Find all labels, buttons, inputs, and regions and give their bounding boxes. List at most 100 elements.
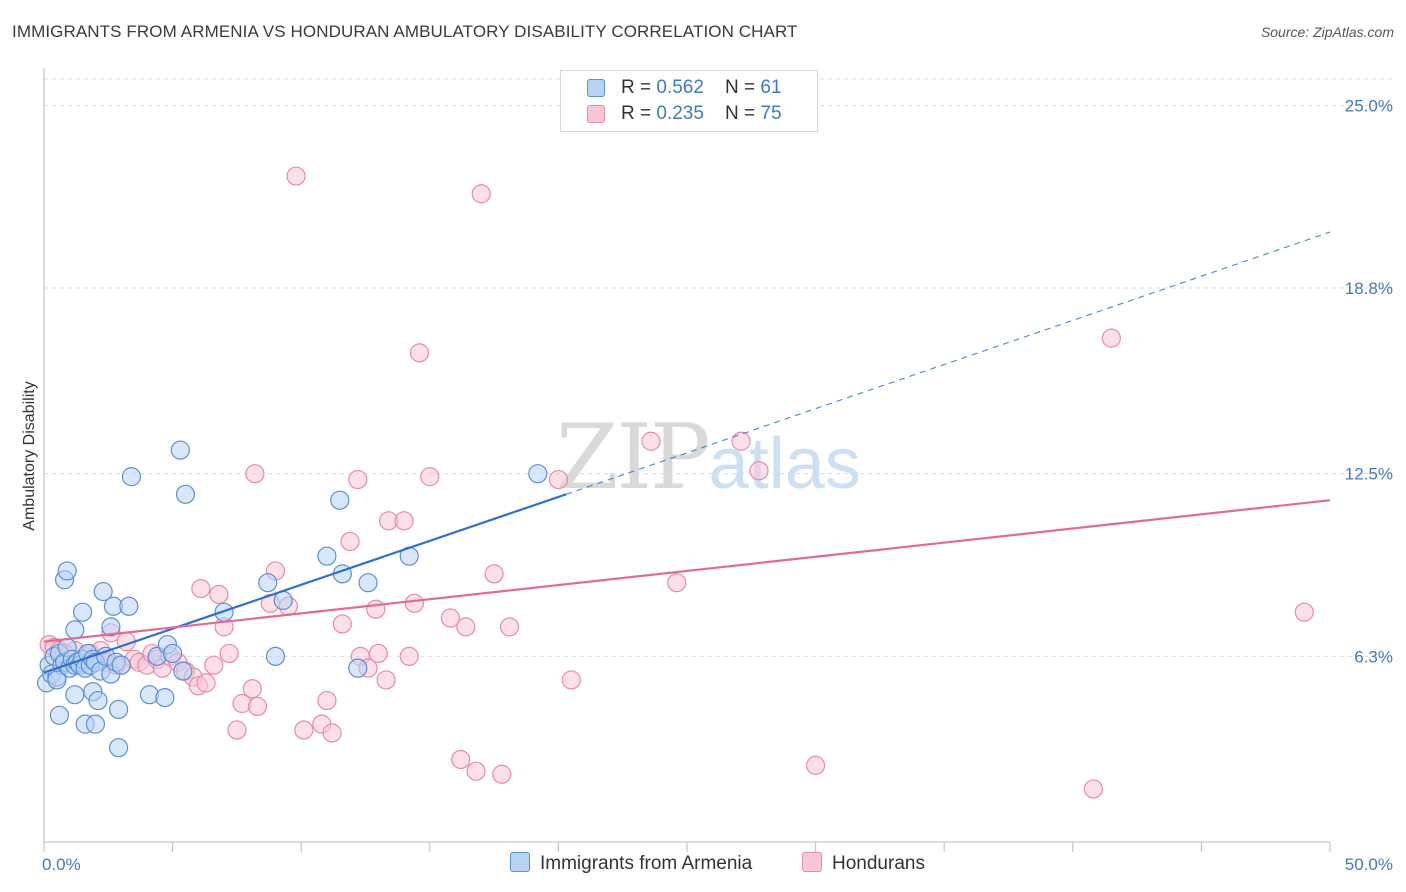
- point-hondurans: [204, 655, 224, 675]
- point-hondurans: [376, 670, 396, 690]
- point-hondurans: [317, 690, 337, 711]
- point-armenia: [108, 738, 129, 758]
- point-hondurans: [641, 431, 661, 451]
- legend-n-label: N =: [725, 103, 761, 124]
- point-armenia: [57, 561, 77, 581]
- correlation-legend: R = 0.562 N = 61 R = 0.235 N = 75: [560, 70, 818, 132]
- point-hondurans: [191, 578, 211, 599]
- point-armenia: [65, 620, 85, 640]
- point-hondurans: [340, 531, 360, 552]
- legend-r-label: R =: [621, 103, 657, 124]
- point-hondurans: [731, 431, 751, 451]
- y-tick-label: 18.8%: [1345, 279, 1393, 298]
- legend-swatch-hondurans: [587, 105, 605, 123]
- point-hondurans: [471, 184, 491, 204]
- point-hondurans: [499, 617, 520, 637]
- legend-swatch-armenia: [587, 79, 605, 97]
- x-tick-label: 50.0%: [1345, 855, 1393, 874]
- point-armenia: [111, 655, 131, 675]
- point-armenia: [88, 690, 108, 711]
- point-armenia: [72, 602, 93, 622]
- point-hondurans: [466, 761, 486, 781]
- point-armenia: [258, 573, 278, 593]
- point-armenia: [119, 596, 139, 616]
- bottom-legend-armenia: Immigrants from Armenia: [510, 852, 752, 875]
- point-armenia: [93, 581, 113, 602]
- point-hondurans: [242, 679, 262, 699]
- trend-line-hondurans: [43, 499, 1331, 643]
- point-hondurans: [561, 670, 581, 690]
- bottom-legend-label-hondurans: Hondurans: [832, 853, 925, 874]
- point-hondurans: [492, 764, 512, 784]
- point-hondurans: [399, 646, 419, 666]
- point-armenia: [170, 440, 190, 460]
- x-tick-label: 0.0%: [42, 855, 81, 874]
- point-hondurans: [227, 720, 247, 740]
- point-hondurans: [667, 573, 687, 593]
- point-hondurans: [451, 749, 471, 770]
- source-label: Source: ZipAtlas.com: [1260, 24, 1394, 40]
- point-hondurans: [196, 673, 216, 693]
- point-hondurans: [209, 584, 229, 605]
- y-tick-label: 6.3%: [1354, 647, 1393, 666]
- bottom-legend-swatch-hondurans: [802, 852, 822, 872]
- point-armenia: [317, 546, 337, 566]
- point-hondurans: [332, 614, 352, 634]
- point-armenia: [163, 643, 183, 664]
- point-hondurans: [368, 643, 388, 664]
- point-hondurans: [456, 617, 476, 637]
- point-hondurans: [1101, 328, 1121, 348]
- legend-r-label: R =: [621, 77, 657, 98]
- point-hondurans: [294, 720, 314, 740]
- y-axis-label: Ambulatory Disability: [21, 381, 38, 530]
- legend-n-label: N =: [725, 77, 761, 98]
- point-armenia: [348, 658, 368, 678]
- point-armenia: [528, 464, 548, 484]
- point-hondurans: [805, 755, 826, 775]
- point-armenia: [265, 646, 286, 666]
- point-hondurans: [420, 467, 440, 487]
- point-armenia: [155, 688, 175, 708]
- y-tick-label: 25.0%: [1345, 96, 1393, 115]
- point-armenia: [108, 699, 129, 720]
- trend-line-extension-armenia: [565, 231, 1331, 495]
- legend-r-value: 0.235: [656, 103, 704, 124]
- point-hondurans: [548, 469, 569, 490]
- point-hondurans: [409, 343, 430, 363]
- point-armenia: [47, 670, 67, 690]
- point-armenia: [49, 705, 70, 725]
- point-hondurans: [348, 469, 368, 490]
- legend-r-value: 0.562: [656, 77, 704, 98]
- point-hondurans: [440, 608, 460, 628]
- bottom-legend-hondurans: Hondurans: [802, 852, 925, 875]
- point-hondurans: [394, 511, 414, 531]
- point-armenia: [101, 617, 121, 637]
- point-armenia: [330, 490, 350, 510]
- chart-title: IMMIGRANTS FROM ARMENIA VS HONDURAN AMBU…: [12, 22, 798, 41]
- point-hondurans: [247, 696, 268, 717]
- point-hondurans: [286, 166, 306, 186]
- bottom-legend-swatch-armenia: [510, 852, 530, 872]
- point-hondurans: [366, 599, 386, 619]
- legend-n-value: 61: [760, 77, 782, 98]
- point-hondurans: [484, 564, 504, 584]
- y-tick-label: 12.5%: [1345, 465, 1393, 484]
- point-hondurans: [1083, 779, 1103, 799]
- point-armenia: [121, 467, 142, 487]
- watermark-zip: ZIP: [556, 405, 711, 510]
- point-hondurans: [749, 461, 769, 481]
- point-armenia: [65, 685, 85, 705]
- point-hondurans: [404, 593, 424, 613]
- point-armenia: [173, 661, 193, 681]
- point-armenia: [175, 484, 196, 504]
- bottom-legend-label-armenia: Immigrants from Armenia: [540, 853, 753, 874]
- point-hondurans: [322, 723, 342, 743]
- point-hondurans: [1294, 602, 1314, 622]
- point-hondurans: [219, 643, 239, 664]
- point-hondurans: [245, 464, 265, 484]
- point-armenia: [85, 714, 106, 734]
- trend-line-armenia: [43, 493, 567, 674]
- legend-n-value: 75: [760, 103, 782, 124]
- point-armenia: [358, 573, 378, 593]
